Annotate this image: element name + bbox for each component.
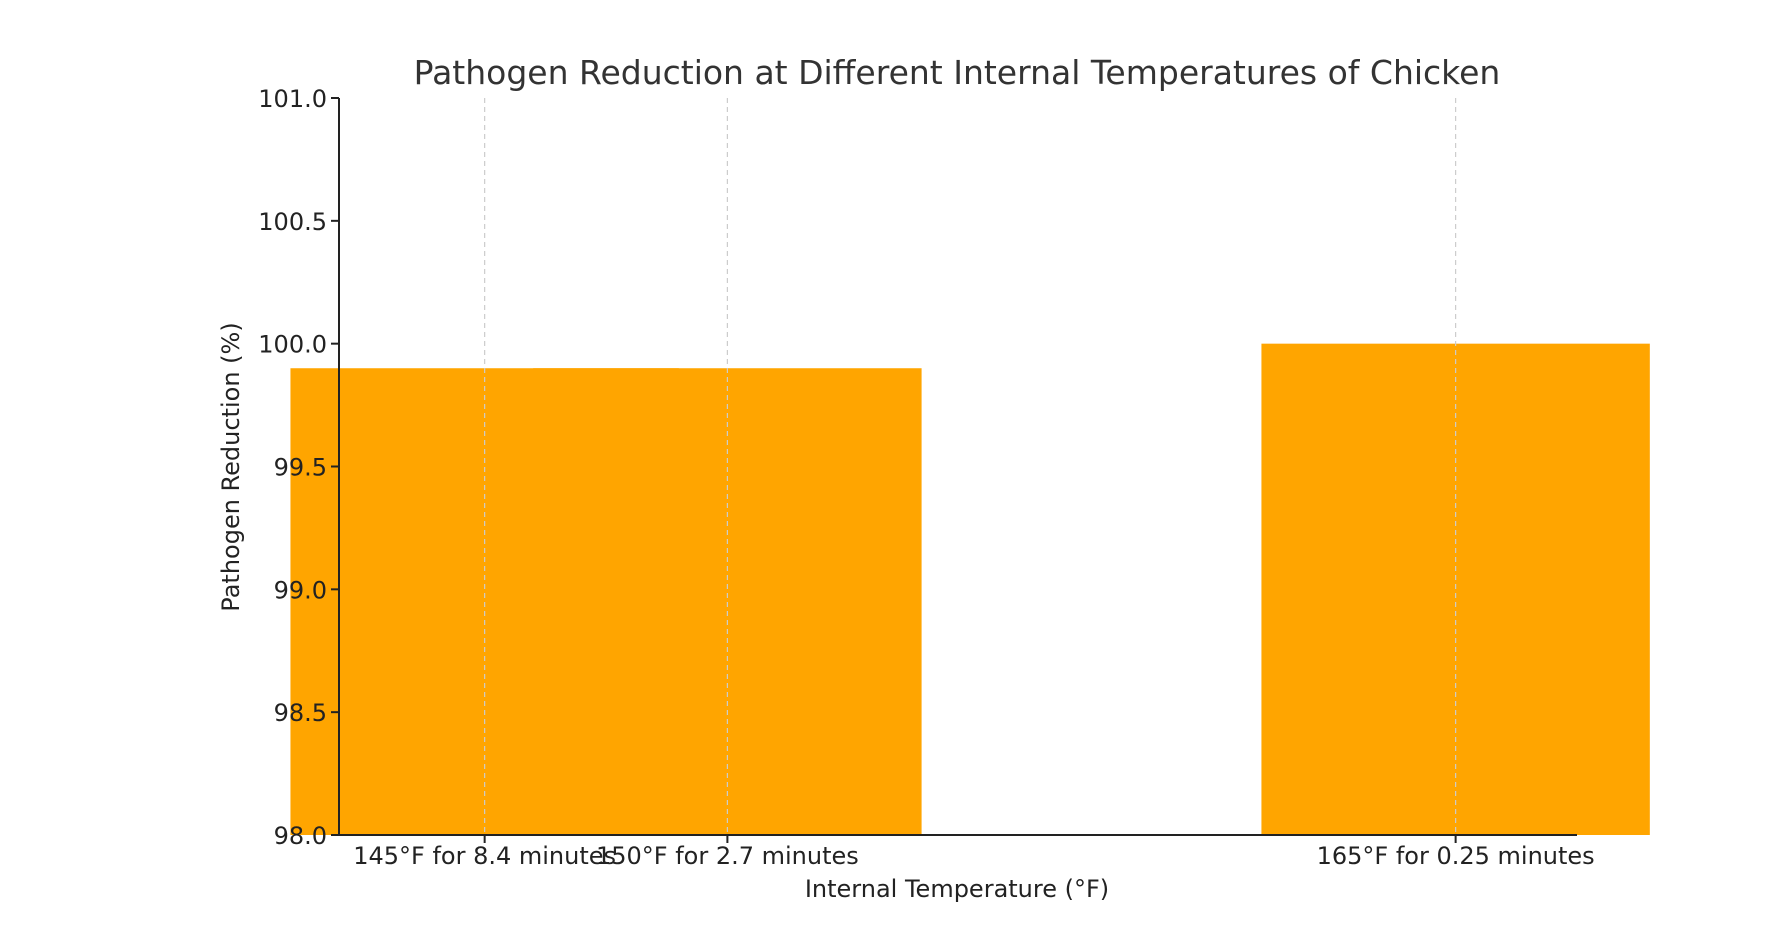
x-tick-label-2: 150°F for 2.7 minutes [596, 842, 859, 870]
y-tick-label-4: 99.5 [274, 454, 327, 482]
x-axis-label: Internal Temperature (°F) [805, 875, 1109, 903]
y-tick-label-7: 101.0 [258, 85, 327, 113]
bars [290, 343, 1650, 835]
chart-title: Pathogen Reduction at Different Internal… [414, 53, 1501, 92]
x-tick-label-3: 165°F for 0.25 minutes [1317, 842, 1595, 870]
y-tick-label-5: 100.0 [258, 331, 327, 359]
y-tick-label-3: 99.0 [274, 576, 327, 604]
y-tick-label-6: 100.5 [258, 208, 327, 236]
x-tick-label-1: 145°F for 8.4 minutes [353, 842, 616, 870]
y-axis-label: Pathogen Reduction (%) [217, 322, 245, 611]
y-ticks: 98.0 98.5 99.0 99.5 100.0 100.5 101.0 [258, 85, 339, 850]
vertical-gridlines [484, 98, 1457, 835]
y-tick-label-1: 98.0 [274, 822, 327, 850]
y-tick-label-2: 98.5 [274, 699, 327, 727]
